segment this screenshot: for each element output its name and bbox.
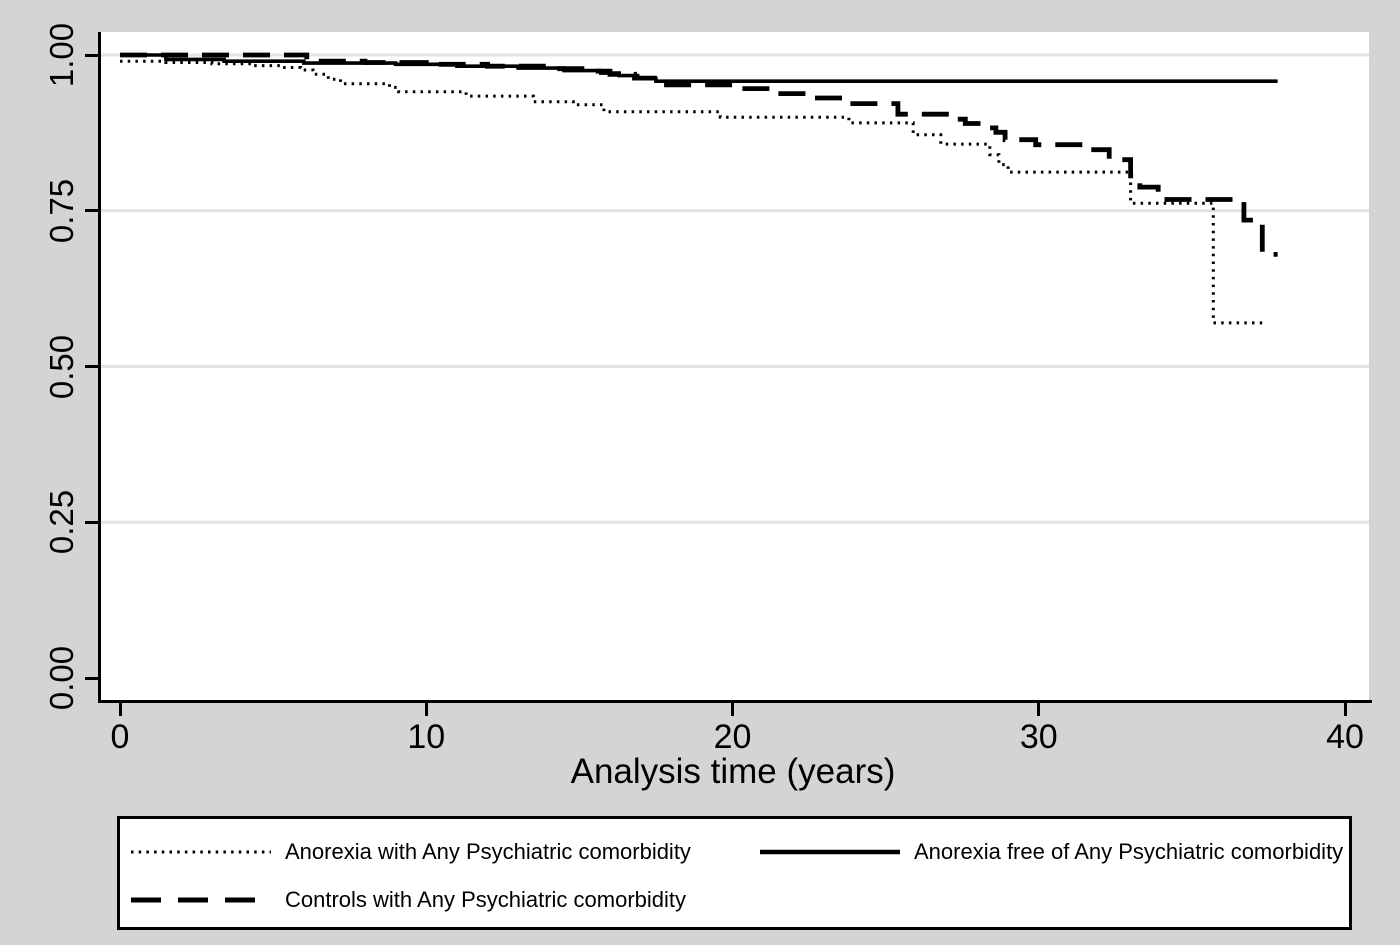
y-tick-mark bbox=[85, 365, 100, 368]
x-tick-mark bbox=[731, 703, 734, 716]
legend-item-controls-with-comorbidity: Controls with Any Psychiatric comorbidit… bbox=[131, 882, 686, 918]
legend-item-anorexia-with-comorbidity: Anorexia with Any Psychiatric comorbidit… bbox=[131, 834, 691, 870]
y-tick-label: 0.75 bbox=[43, 178, 80, 243]
series-line-solid bbox=[120, 53, 1278, 83]
dotted-line-sample-icon bbox=[131, 850, 271, 854]
legend-label-controls-with-comorbidity: Controls with Any Psychiatric comorbidit… bbox=[285, 887, 687, 912]
legend-label-anorexia-with-comorbidity: Anorexia with Any Psychiatric comorbidit… bbox=[285, 839, 691, 864]
x-tick-label: 20 bbox=[713, 718, 752, 756]
y-tick-label: 0.50 bbox=[43, 334, 80, 399]
x-tick-mark bbox=[1037, 703, 1041, 716]
legend-label-anorexia-free-comorbidity: Anorexia free of Any Psychiatric comorbi… bbox=[914, 839, 1344, 864]
x-axis-title: Analysis time (years) bbox=[570, 752, 896, 791]
y-tick-label: 0.00 bbox=[43, 645, 80, 711]
plot-area bbox=[100, 32, 1369, 700]
y-tick-mark bbox=[85, 209, 100, 213]
legend-box: Anorexia with Any Psychiatric comorbidit… bbox=[117, 816, 1352, 930]
y-tick-label: 1.00 bbox=[43, 22, 80, 88]
y-tick-mark bbox=[85, 53, 100, 57]
series-line-dashed bbox=[120, 52, 1278, 257]
x-tick-mark bbox=[424, 703, 428, 716]
series-line-dotted bbox=[120, 59, 1263, 325]
legend-item-anorexia-free-comorbidity: Anorexia free of Any Psychiatric comorbi… bbox=[760, 834, 1343, 870]
x-tick-label: 30 bbox=[1019, 718, 1058, 756]
x-tick-label: 10 bbox=[407, 718, 446, 756]
y-tick-label: 0.25 bbox=[43, 490, 80, 555]
x-tick-mark bbox=[118, 703, 122, 716]
survival-curves-canvas bbox=[100, 52, 1369, 524]
y-tick-mark bbox=[85, 520, 100, 524]
solid-line-sample-icon bbox=[760, 849, 900, 855]
x-tick-mark bbox=[1343, 703, 1347, 716]
x-tick-label: 40 bbox=[1326, 718, 1364, 756]
x-tick-label: 0 bbox=[110, 718, 130, 756]
y-tick-mark bbox=[85, 676, 100, 680]
dashed-line-sample-icon bbox=[131, 897, 271, 903]
x-axis-line bbox=[98, 700, 1372, 703]
